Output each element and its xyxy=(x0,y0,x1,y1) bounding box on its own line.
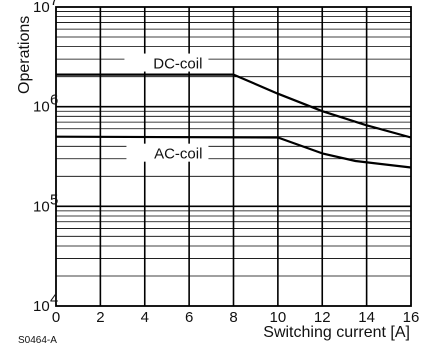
x-tick-label: 8 xyxy=(229,309,237,326)
y-tick-exponent: 7 xyxy=(50,0,58,9)
series-group xyxy=(55,73,412,169)
x-tick-label: 4 xyxy=(141,309,149,326)
grid xyxy=(56,7,411,306)
annotation-bg-ac-coil xyxy=(126,143,209,162)
plot-frame xyxy=(55,6,412,307)
annotation-bg-dc-coil xyxy=(124,53,209,72)
annotation-group: DC-coil AC-coil xyxy=(124,53,209,163)
x-axis-title: Switching current [A] xyxy=(263,324,410,341)
y-tick-label: 10 4 xyxy=(33,291,58,315)
series-line-ac-coil xyxy=(55,135,412,169)
figure-code: S0464-A xyxy=(18,335,57,346)
y-tick-exponent: 4 xyxy=(50,291,58,308)
y-tick-exponent: 6 xyxy=(50,92,58,109)
x-tick-label: 0 xyxy=(52,309,60,326)
y-tick-base: 10 xyxy=(33,198,50,215)
y-tick-exponent: 5 xyxy=(50,191,58,208)
y-tick-base: 10 xyxy=(33,99,50,116)
annotation-dc-coil: DC-coil xyxy=(153,56,202,73)
x-tick-label: 6 xyxy=(185,309,193,326)
x-tick-label: 14 xyxy=(358,309,375,326)
y-tick-label: 10 5 xyxy=(33,191,58,215)
x-tick-label: 10 xyxy=(270,309,287,326)
series-line-dc-coil xyxy=(56,73,412,139)
x-tick-labels: 0 2 4 6 8 10 12 14 16 xyxy=(52,309,420,326)
y-tick-label: 10 7 xyxy=(33,0,58,16)
x-tick-label: 16 xyxy=(403,309,420,326)
annotation-ac-coil: AC-coil xyxy=(154,146,202,163)
x-tick-label: 2 xyxy=(96,309,104,326)
y-tick-base: 10 xyxy=(33,298,50,315)
y-tick-label: 10 6 xyxy=(33,92,58,116)
y-axis-title: Operations xyxy=(16,16,33,94)
x-tick-label: 12 xyxy=(314,309,331,326)
y-tick-base: 10 xyxy=(33,0,50,16)
